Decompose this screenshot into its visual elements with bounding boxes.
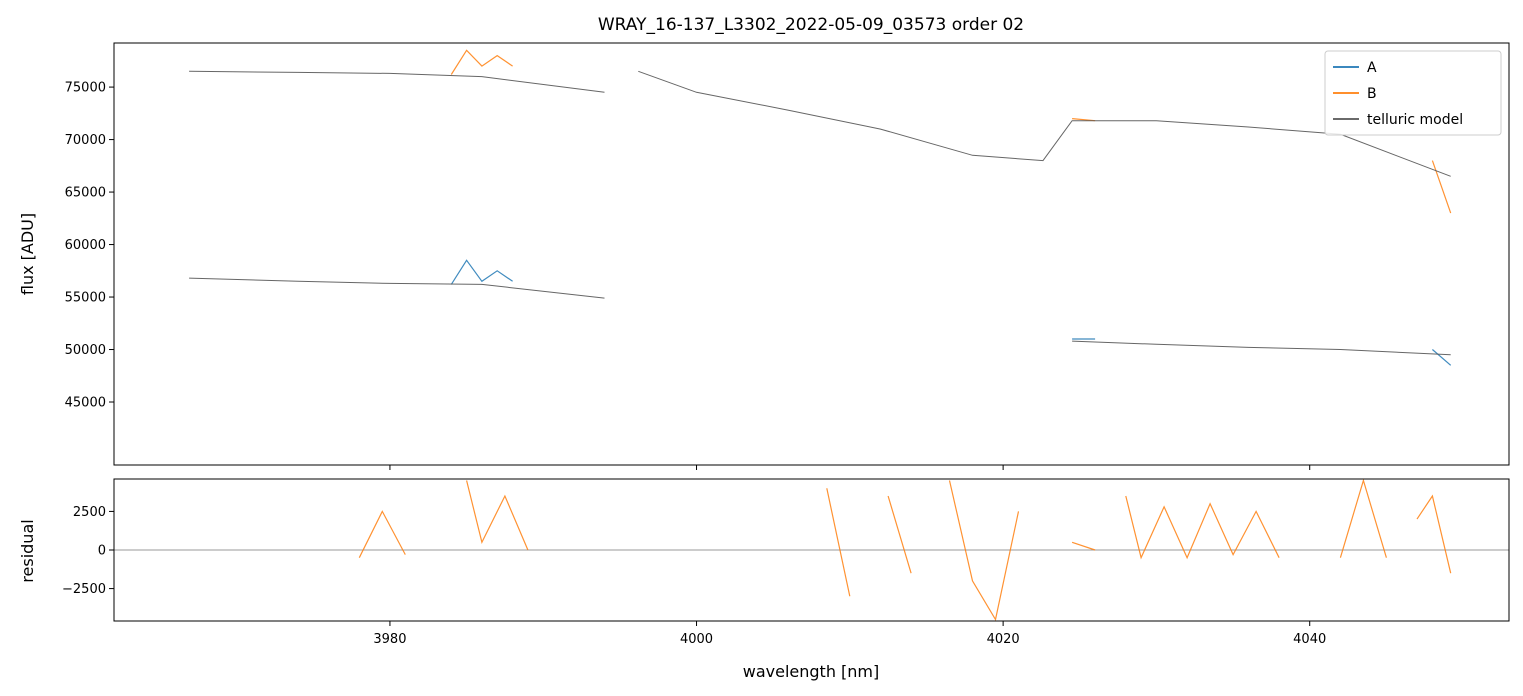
series-line-a — [450, 259, 513, 285]
series-line-b — [1125, 495, 1280, 560]
y-tick-label: −2500 — [62, 582, 106, 597]
flux-panel-frame — [113, 42, 1510, 466]
y-tick-label: 45000 — [65, 396, 106, 411]
x-tick-label: 4020 — [987, 632, 1020, 647]
residual-panel: −2500 0 2500 3980 4000 4020 4040 residual wav… — [18, 478, 1510, 681]
series-line-b — [450, 49, 513, 75]
y-tick-label: 60000 — [65, 238, 106, 253]
x-tick-label: 4000 — [680, 632, 713, 647]
series-line-b — [887, 495, 912, 574]
legend-label-b: B — [1367, 86, 1377, 102]
y-tick-label: 50000 — [65, 343, 106, 358]
series-line-b — [466, 480, 529, 551]
series-line-a — [1432, 349, 1452, 366]
chart-title: WRAY_16-137_L3302_2022-05-09_03573 order… — [598, 15, 1024, 35]
y-tick-label: 55000 — [65, 291, 106, 306]
x-tick-label: 3980 — [373, 632, 406, 647]
series-line-telluric-model-a — [1072, 340, 1451, 356]
series-line-b — [1431, 160, 1452, 214]
series-line-b — [826, 488, 851, 597]
x-axis-label: wavelength [nm] — [743, 662, 880, 681]
y-tick-label: 70000 — [65, 133, 106, 148]
flux-panel: 45000 50000 55000 60000 65000 70000 75000 flux… — [18, 42, 1510, 470]
x-tick-label: 4040 — [1293, 632, 1326, 647]
series-line-telluric-model-a — [189, 277, 605, 299]
legend-label-telluric: telluric model — [1367, 112, 1463, 128]
series-line-b — [948, 480, 1020, 621]
series-line-b — [1339, 479, 1387, 558]
y-tick-label: 65000 — [65, 186, 106, 201]
y-tick-label: 75000 — [65, 81, 106, 96]
y-tick-label: 2500 — [73, 505, 106, 520]
series-line-telluric-model-b — [638, 70, 1451, 177]
y-axis-label-residual: residual — [18, 519, 37, 582]
series-line-b — [358, 510, 406, 558]
series-line-b — [1071, 541, 1096, 551]
legend-label-a: A — [1367, 60, 1377, 76]
series-line-telluric-model-b — [189, 70, 605, 93]
y-tick-label: 0 — [98, 544, 106, 559]
y-axis-label-flux: flux [ADU] — [18, 213, 37, 295]
series-line-b — [1416, 494, 1452, 574]
legend: A B telluric model — [1324, 50, 1502, 136]
